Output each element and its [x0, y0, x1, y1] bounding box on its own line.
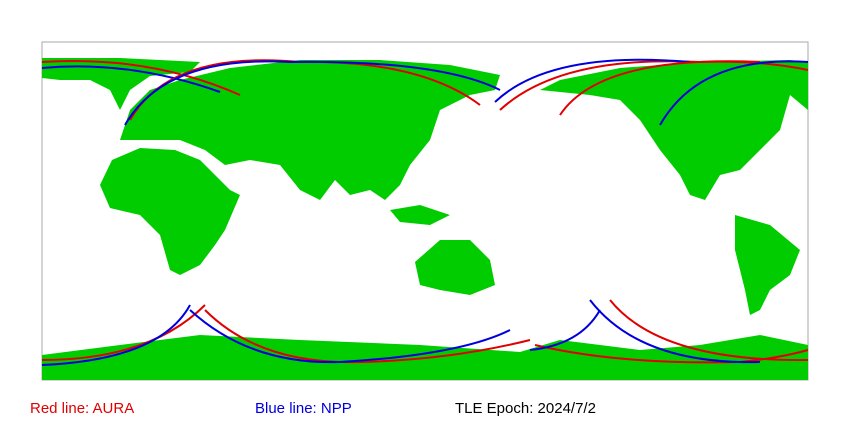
legend-red: Red line: AURA — [30, 400, 134, 417]
legend-blue: Blue line: NPP — [255, 400, 352, 417]
land — [42, 58, 808, 380]
tracks — [41, 58, 809, 366]
legend-epoch: TLE Epoch: 2024/7/2 — [455, 400, 596, 417]
